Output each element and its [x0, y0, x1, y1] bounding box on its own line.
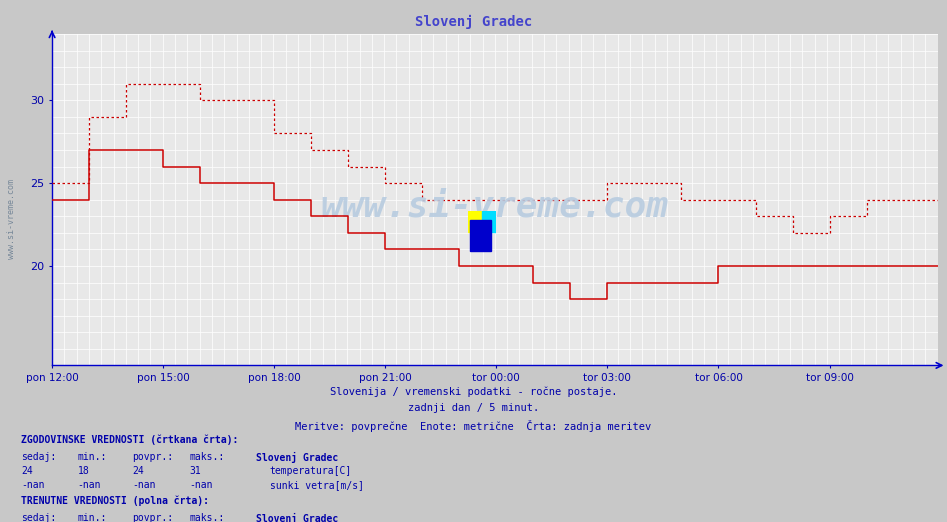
Text: 24: 24	[21, 466, 32, 476]
Text: 24: 24	[133, 466, 144, 476]
Text: zadnji dan / 5 minut.: zadnji dan / 5 minut.	[408, 403, 539, 413]
Text: maks.:: maks.:	[189, 452, 224, 461]
Text: 31: 31	[189, 466, 201, 476]
Text: Slovenj Gradec: Slovenj Gradec	[415, 15, 532, 29]
Text: Meritve: povprečne  Enote: metrične  Črta: zadnja meritev: Meritve: povprečne Enote: metrične Črta:…	[295, 420, 652, 432]
Text: www.si-vreme.com: www.si-vreme.com	[321, 189, 669, 223]
Text: maks.:: maks.:	[189, 513, 224, 522]
Text: www.si-vreme.com: www.si-vreme.com	[7, 179, 16, 259]
Text: povpr.:: povpr.:	[133, 513, 173, 522]
Text: min.:: min.:	[78, 513, 107, 522]
Bar	[470, 220, 491, 251]
Bar	[468, 211, 482, 232]
Text: min.:: min.:	[78, 452, 107, 461]
Text: povpr.:: povpr.:	[133, 452, 173, 461]
Text: sedaj:: sedaj:	[21, 452, 56, 461]
Text: -nan: -nan	[78, 480, 101, 490]
Text: -nan: -nan	[189, 480, 213, 490]
Text: Slovenija / vremenski podatki - ročne postaje.: Slovenija / vremenski podatki - ročne po…	[330, 386, 617, 397]
Text: -nan: -nan	[133, 480, 156, 490]
Text: Slovenj Gradec: Slovenj Gradec	[256, 452, 338, 462]
Text: sunki vetra[m/s]: sunki vetra[m/s]	[270, 480, 364, 490]
Text: temperatura[C]: temperatura[C]	[270, 466, 352, 476]
Text: ZGODOVINSKE VREDNOSTI (črtkana črta):: ZGODOVINSKE VREDNOSTI (črtkana črta):	[21, 434, 239, 445]
Text: TRENUTNE VREDNOSTI (polna črta):: TRENUTNE VREDNOSTI (polna črta):	[21, 496, 209, 506]
Text: Slovenj Gradec: Slovenj Gradec	[256, 513, 338, 522]
Text: sedaj:: sedaj:	[21, 513, 56, 522]
Bar	[482, 211, 496, 232]
Text: -nan: -nan	[21, 480, 45, 490]
Text: 18: 18	[78, 466, 89, 476]
